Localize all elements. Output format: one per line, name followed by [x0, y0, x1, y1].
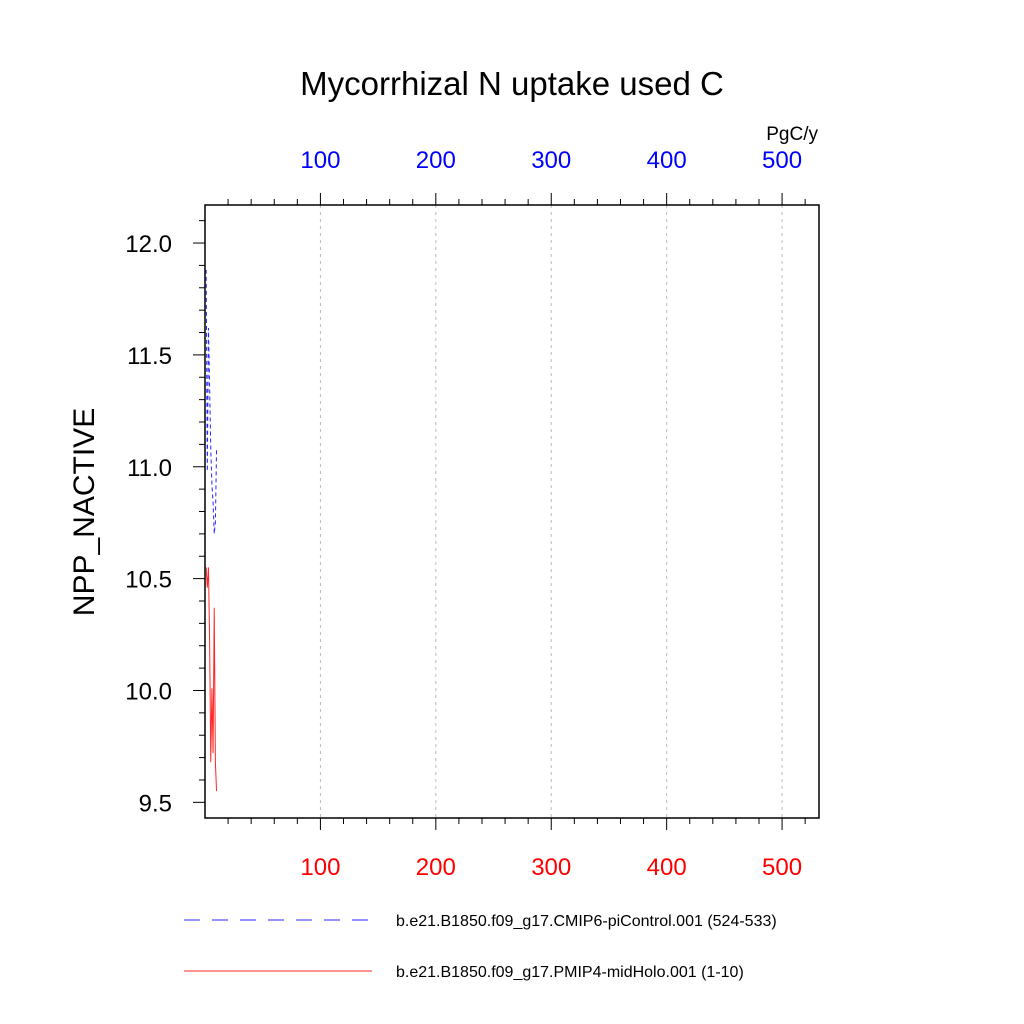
legend: b.e21.B1850.f09_g17.CMIP6-piControl.001 … — [184, 913, 777, 981]
x-bottom-tick-label: 200 — [416, 854, 456, 881]
y-tick-label: 10.5 — [125, 567, 172, 594]
grid-lines — [320, 205, 782, 818]
x-top-tick-label: 100 — [300, 147, 340, 174]
y-tick-label: 9.5 — [139, 790, 172, 817]
y-tick-label: 11.0 — [127, 455, 172, 482]
chart-title: Mycorrhizal N uptake used C — [300, 65, 724, 102]
x-top-tick-label: 400 — [647, 147, 687, 174]
y-tick-label: 12.0 — [125, 231, 172, 258]
tick-labels: 100 200 300 400 500 100 200 300 400 500 9.5 10.0 10.… — [125, 147, 802, 881]
y-tick-label: 10.0 — [125, 678, 172, 705]
y-tick-label: 11.5 — [127, 343, 172, 370]
plot-frame — [205, 205, 819, 818]
series-lines — [206, 270, 216, 791]
x-top-tick-label: 300 — [531, 147, 571, 174]
legend-label-1: b.e21.B1850.f09_g17.CMIP6-piControl.001 … — [396, 913, 777, 930]
series-line-1 — [206, 270, 216, 534]
series-line-2 — [206, 567, 216, 791]
x-top-tick-label: 500 — [762, 147, 802, 174]
major-ticks — [193, 193, 782, 830]
legend-label-2: b.e21.B1850.f09_g17.PMIP4-midHolo.001 (1… — [396, 964, 744, 981]
y-axis-label: NPP_NACTIVE — [68, 408, 101, 616]
top-axis-unit-label: PgC/y — [766, 124, 818, 145]
minor-ticks — [199, 199, 805, 824]
x-bottom-tick-label: 300 — [531, 854, 571, 881]
x-bottom-tick-label: 100 — [300, 854, 340, 881]
x-top-tick-label: 200 — [416, 147, 456, 174]
x-bottom-tick-label: 400 — [647, 854, 687, 881]
x-bottom-tick-label: 500 — [762, 854, 802, 881]
